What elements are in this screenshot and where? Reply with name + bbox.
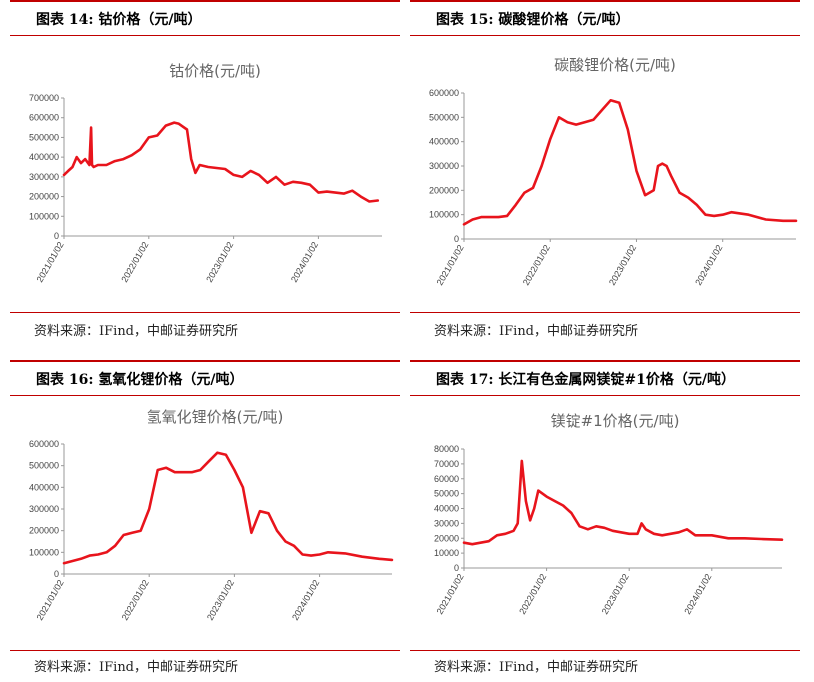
y-tick-label: 30000 (434, 518, 459, 528)
chart-area: 钴价格(元/吨) 0 100000 200000 300000 400000 500000 6… (10, 36, 400, 316)
chart-panel-lithium-carbonate: 图表 15: 碳酸锂价格（元/吨） 碳酸锂价格(元/吨) 0 100000 20000… (410, 0, 800, 339)
x-tick-label: 2023/01/02 (204, 240, 235, 284)
y-tick-label: 500000 (429, 112, 459, 122)
lithium-hydroxide-price-chart: 氢氧化锂价格(元/吨) 0 100000 200000 300000 400000 5000… (29, 408, 394, 622)
y-tick-label: 200000 (29, 192, 59, 202)
divider (410, 650, 800, 651)
x-tick-label: 2021/01/02 (35, 240, 66, 284)
x-tick-label: 2021/01/02 (435, 572, 466, 616)
source-note: 资料来源：IFind，中邮证券研究所 (34, 660, 239, 675)
price-series-line (62, 451, 394, 565)
y-tick-label: 0 (454, 234, 459, 244)
source-note: 资料来源：IFind，中邮证券研究所 (34, 324, 239, 339)
x-tick-label: 2022/01/02 (119, 240, 150, 284)
x-tick-label: 2023/01/02 (607, 243, 638, 287)
y-tick-label: 300000 (429, 161, 459, 171)
y-tick-label: 200000 (429, 185, 459, 195)
cobalt-price-chart: 钴价格(元/吨) 0 100000 200000 300000 400000 500000 6… (29, 62, 382, 284)
x-tick-label: 2022/01/02 (517, 572, 548, 616)
y-tick-label: 100000 (29, 547, 59, 557)
x-tick-label: 2024/01/02 (682, 572, 713, 616)
source-note: 资料来源：IFind，中邮证券研究所 (434, 324, 639, 339)
x-tick-label: 2021/01/02 (35, 578, 66, 622)
x-tick-label: 2022/01/02 (521, 243, 552, 287)
chart-panel-cobalt: 图表 14: 钴价格（元/吨） 钴价格(元/吨) 0 100000 200000 300… (10, 0, 400, 339)
chart-title: 钴价格(元/吨) (169, 62, 261, 80)
y-tick-label: 500000 (29, 132, 59, 142)
price-series-line (462, 99, 798, 226)
x-tick-label: 2021/01/02 (435, 243, 466, 287)
divider (410, 312, 800, 313)
chart-area: 碳酸锂价格(元/吨) 0 100000 200000 300000 400000 50000… (410, 36, 800, 316)
y-tick-label: 20000 (434, 533, 459, 543)
y-tick-label: 600000 (29, 439, 59, 449)
y-tick-label: 70000 (434, 459, 459, 469)
y-tick-label: 0 (54, 569, 59, 579)
divider (10, 650, 400, 651)
lithium-carbonate-price-chart: 碳酸锂价格(元/吨) 0 100000 200000 300000 400000 50000… (429, 56, 798, 287)
y-tick-label: 700000 (29, 93, 59, 103)
figure-title: 图表 15: 碳酸锂价格（元/吨） (410, 0, 800, 36)
y-tick-label: 400000 (429, 137, 459, 147)
y-tick-label: 400000 (29, 482, 59, 492)
figure-title: 图表 14: 钴价格（元/吨） (10, 0, 400, 36)
y-tick-label: 60000 (434, 474, 459, 484)
chart-area: 镁锭#1价格(元/吨) 0 10000 20000 30000 40000 50000 600… (410, 396, 800, 676)
magnesium-ingot-price-chart: 镁锭#1价格(元/吨) 0 10000 20000 30000 40000 50000 600… (434, 412, 784, 616)
y-tick-label: 100000 (429, 210, 459, 220)
x-tick-label: 2024/01/02 (289, 240, 320, 284)
chart-title: 碳酸锂价格(元/吨) (554, 56, 676, 74)
y-tick-label: 600000 (429, 88, 459, 98)
chart-title: 氢氧化锂价格(元/吨) (147, 408, 284, 426)
y-tick-label: 80000 (434, 444, 459, 454)
x-tick-label: 2022/01/02 (120, 578, 151, 622)
y-tick-label: 40000 (434, 504, 459, 514)
source-note: 资料来源：IFind，中邮证券研究所 (434, 660, 639, 675)
y-tick-label: 200000 (29, 526, 59, 536)
x-tick-label: 2024/01/02 (693, 243, 724, 287)
y-tick-label: 400000 (29, 152, 59, 162)
y-tick-label: 0 (54, 231, 59, 241)
y-tick-label: 500000 (29, 461, 59, 471)
chart-panel-lithium-hydroxide: 图表 16: 氢氧化锂价格（元/吨） 氢氧化锂价格(元/吨) 0 100000 200… (10, 360, 400, 676)
x-tick-label: 2023/01/02 (600, 572, 631, 616)
chart-title: 镁锭#1价格(元/吨) (551, 412, 680, 430)
figure-title: 图表 17: 长江有色金属网镁锭#1价格（元/吨） (410, 360, 800, 396)
price-series-line (62, 121, 380, 203)
figure-title: 图表 16: 氢氧化锂价格（元/吨） (10, 360, 400, 396)
y-tick-label: 600000 (29, 113, 59, 123)
y-tick-label: 300000 (29, 172, 59, 182)
chart-panel-magnesium-ingot: 图表 17: 长江有色金属网镁锭#1价格（元/吨） 镁锭#1价格(元/吨) 0 10… (410, 360, 800, 676)
y-tick-label: 100000 (29, 211, 59, 221)
price-series-line (462, 459, 784, 546)
y-tick-label: 300000 (29, 504, 59, 514)
y-tick-label: 50000 (434, 489, 459, 499)
divider (10, 312, 400, 313)
x-tick-label: 2023/01/02 (205, 578, 236, 622)
y-tick-label: 10000 (434, 548, 459, 558)
y-tick-label: 0 (454, 563, 459, 573)
x-tick-label: 2024/01/02 (290, 578, 321, 622)
chart-area: 氢氧化锂价格(元/吨) 0 100000 200000 300000 400000 5000… (10, 396, 400, 676)
